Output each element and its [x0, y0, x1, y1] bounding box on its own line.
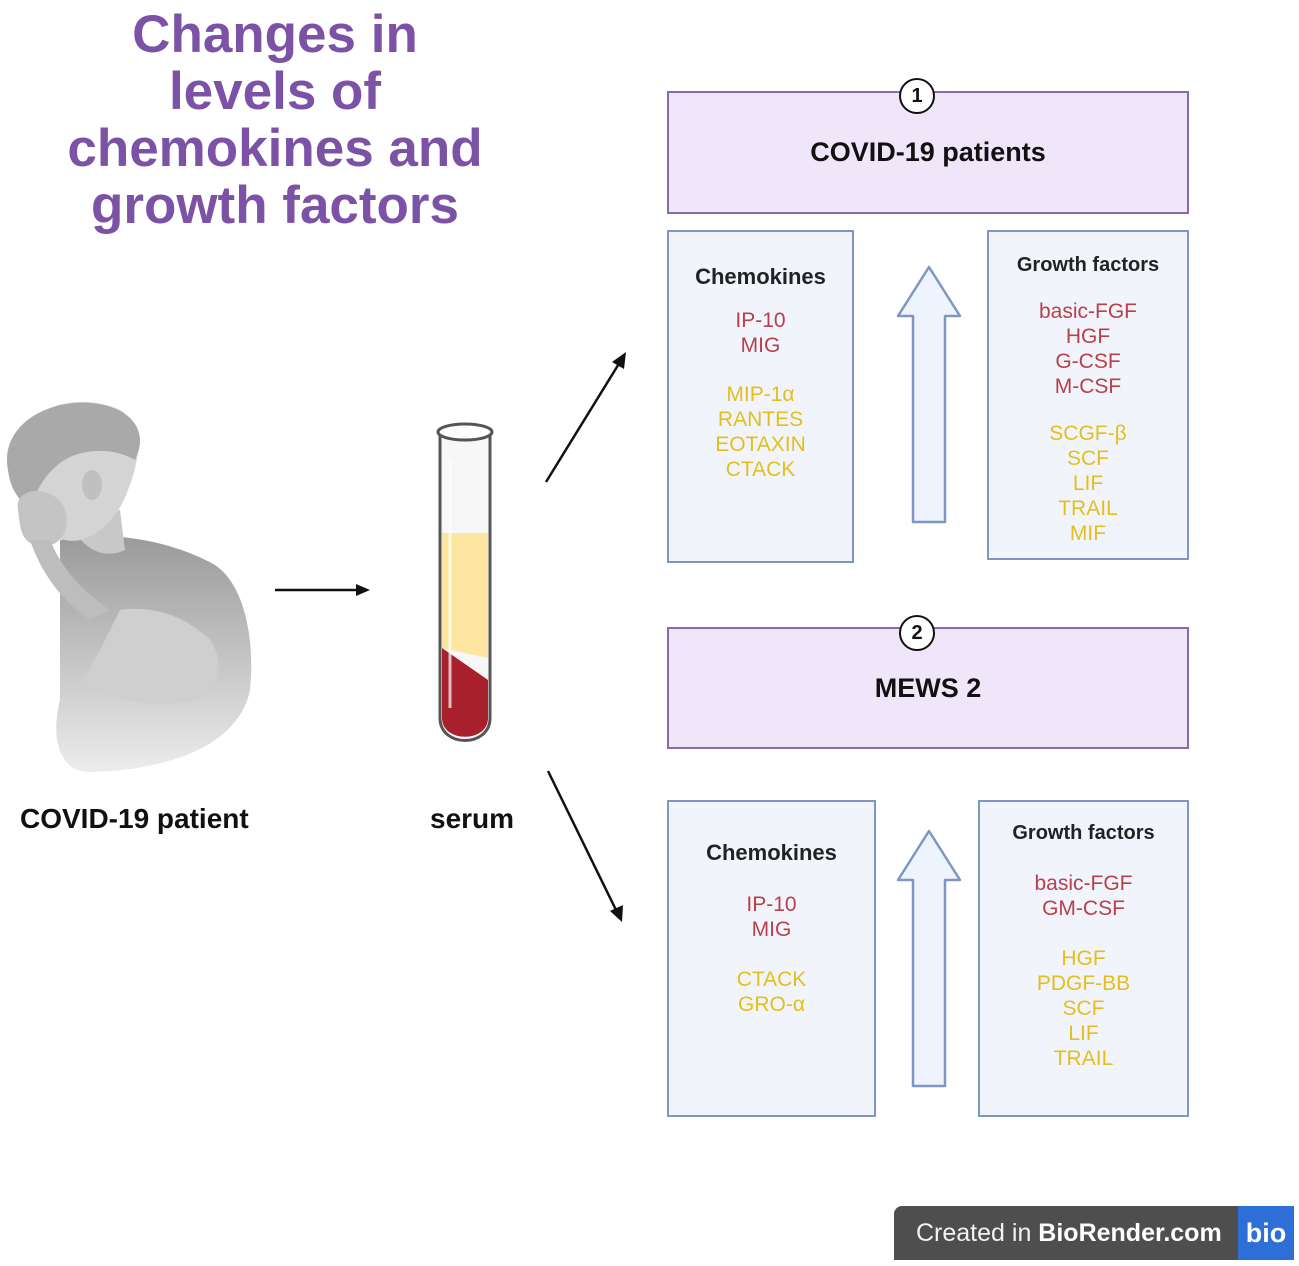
- list-item: EOTAXIN: [715, 433, 806, 456]
- list-item: SCGF-β: [1049, 422, 1127, 445]
- list-item: TRAIL: [1058, 497, 1118, 520]
- list-item: MIG: [751, 918, 792, 941]
- group-number-badge: 2: [899, 615, 935, 651]
- badge-prefix: Created in: [916, 1219, 1039, 1247]
- red-list: IP-10 MIG: [669, 892, 874, 942]
- growth-factors-panel: Growth factors basic-FGF HGF G-CSF M-CSF…: [987, 230, 1189, 560]
- list-item: basic-FGF: [1038, 300, 1137, 323]
- blood-tube-icon: [436, 422, 494, 742]
- chemokines-panel: Chemokines IP-10 MIG MIP-1α RANTES EOTAX…: [667, 230, 854, 563]
- panel-title: Chemokines: [695, 264, 826, 289]
- list-item: CTACK: [725, 458, 796, 481]
- list-item: basic-FGF: [1034, 872, 1133, 895]
- panel-title: Growth factors: [1016, 254, 1160, 276]
- biorender-badge[interactable]: Created in BioRender.com bio: [894, 1206, 1294, 1260]
- list-item: PDGF-BB: [1036, 972, 1131, 995]
- list-item: M-CSF: [1054, 375, 1122, 398]
- list-item: MIP-1α: [726, 383, 795, 406]
- biorender-logo-icon: bio: [1238, 1206, 1294, 1260]
- gold-list: CTACK GRO-α: [669, 967, 874, 1017]
- group-name: COVID-19 patients: [810, 137, 1046, 167]
- list-item: MIF: [1069, 522, 1107, 545]
- list-item: TRAIL: [1053, 1047, 1114, 1070]
- patient-label: COVID-19 patient: [20, 803, 249, 834]
- gold-list: HGF PDGF-BB SCF LIF TRAIL: [980, 946, 1187, 1071]
- list-item: G-CSF: [1055, 350, 1121, 373]
- serum-label: serum: [430, 803, 515, 834]
- title-line: levels of: [168, 62, 382, 121]
- coughing-person-illustration: [6, 401, 252, 772]
- gold-list: SCGF-β SCF LIF TRAIL MIF: [989, 421, 1187, 546]
- panel-title: Growth factors: [1012, 822, 1155, 844]
- title-line: chemokines and: [67, 119, 483, 178]
- badge-brand: BioRender.com: [1038, 1219, 1222, 1247]
- up-arrow-icon: [896, 265, 962, 524]
- list-item: HGF: [1061, 947, 1106, 970]
- list-item: IP-10: [746, 893, 797, 916]
- up-arrow-icon: [896, 829, 962, 1088]
- red-list: IP-10 MIG: [669, 308, 852, 358]
- arrow-to-group-2: [546, 770, 623, 922]
- diagram-title: Changes in levels of chemokines and grow…: [30, 6, 520, 234]
- group-name: MEWS 2: [874, 672, 982, 703]
- list-item: SCF: [1062, 997, 1105, 1020]
- list-item: IP-10: [735, 309, 786, 332]
- list-item: LIF: [1068, 1022, 1099, 1045]
- title-line: growth factors: [90, 176, 460, 235]
- list-item: RANTES: [717, 408, 804, 431]
- list-item: GRO-α: [738, 993, 805, 1016]
- list-item: SCF: [1067, 447, 1109, 470]
- list-item: LIF: [1072, 472, 1104, 495]
- red-list: basic-FGF GM-CSF: [980, 871, 1187, 921]
- right-arrow-icon: [275, 584, 370, 596]
- title-line: Changes in: [132, 5, 418, 64]
- red-list: basic-FGF HGF G-CSF M-CSF: [989, 299, 1187, 399]
- panel-title: Chemokines: [706, 840, 837, 865]
- growth-factors-panel: Growth factors basic-FGF GM-CSF HGF PDGF…: [978, 800, 1189, 1117]
- list-item: MIG: [740, 334, 781, 357]
- list-item: HGF: [1065, 325, 1111, 348]
- group-number-badge: 1: [899, 78, 935, 114]
- badge-text: Created in BioRender.com: [916, 1206, 1222, 1260]
- arrow-to-group-1: [544, 352, 626, 483]
- list-item: CTACK: [736, 968, 807, 991]
- chemokines-panel: Chemokines IP-10 MIG CTACK GRO-α: [667, 800, 876, 1117]
- gold-list: MIP-1α RANTES EOTAXIN CTACK: [669, 382, 852, 482]
- list-item: GM-CSF: [1042, 897, 1125, 920]
